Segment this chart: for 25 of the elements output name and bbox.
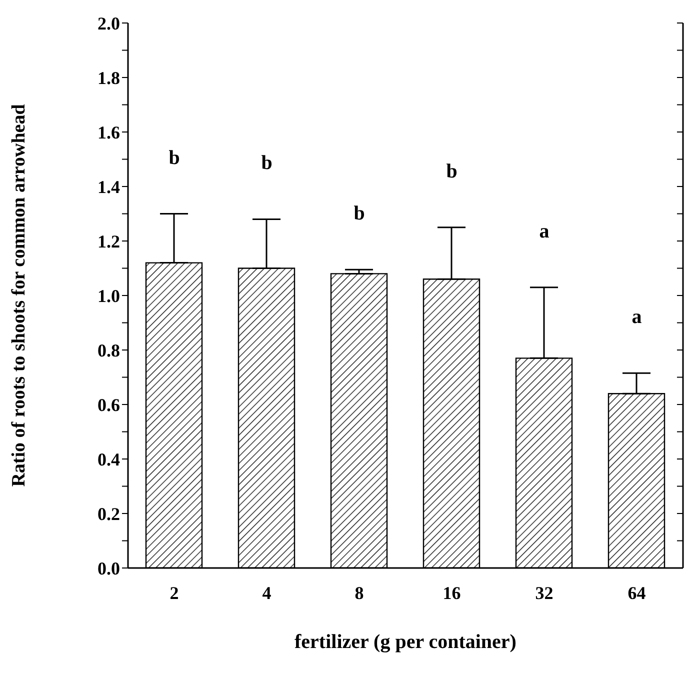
y-tick-label: 0.8	[98, 340, 120, 360]
x-tick-label: 4	[262, 582, 272, 603]
annotation: b	[261, 152, 272, 174]
y-tick-label: 0.6	[98, 394, 120, 415]
x-axis-title: fertilizer (g per container)	[294, 631, 516, 653]
annotation: b	[354, 202, 365, 225]
x-tick-label: 2	[170, 582, 179, 603]
y-tick-label: 2.0	[98, 13, 120, 34]
y-tick-label: 1.2	[98, 231, 120, 252]
annotation: a	[539, 220, 550, 242]
y-tick-label: 1.8	[98, 68, 120, 88]
annotation: b	[446, 160, 458, 182]
x-tick-label: 8	[354, 582, 364, 603]
y-tick-label: 1.0	[98, 286, 120, 306]
y-axis-title: Ratio of roots to shoots for common arrowhead	[8, 104, 30, 487]
annotation: b	[168, 146, 180, 169]
y-tick-label: 1.6	[98, 122, 120, 142]
y-tick-label: 0.2	[98, 504, 120, 524]
x-tick-label: 32	[535, 582, 554, 603]
y-tick-label: 0.4	[98, 449, 120, 470]
y-tick-label: 1.4	[98, 176, 120, 197]
annotation: a	[632, 306, 642, 328]
y-tick-label: 0.0	[98, 558, 120, 578]
x-tick-label: 16	[442, 582, 461, 603]
x-tick-label: 64	[628, 582, 646, 603]
